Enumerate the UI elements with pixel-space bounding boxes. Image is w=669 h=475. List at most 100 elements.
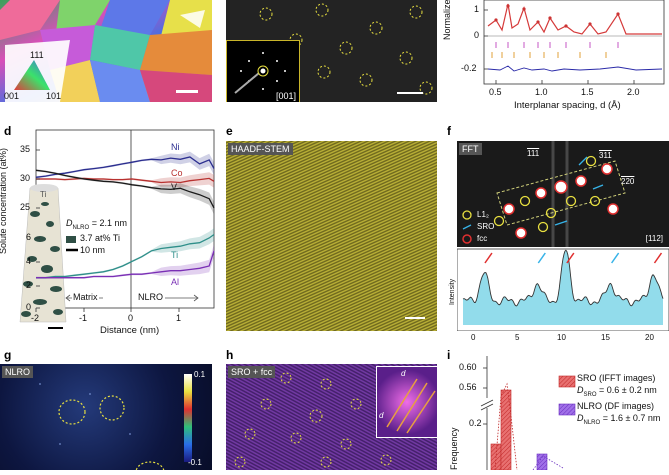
d-region-matrix: Matrix bbox=[72, 292, 99, 302]
f-legend-sro: SRO bbox=[477, 222, 495, 231]
fft-intensity-fill bbox=[463, 250, 663, 325]
saed-inset: [001] bbox=[226, 40, 300, 102]
g-image-label: NLRO bbox=[2, 366, 34, 378]
scale-bar bbox=[176, 90, 198, 93]
fft-peak-arrow bbox=[566, 252, 575, 264]
d-line-al bbox=[36, 250, 215, 279]
f-legend-fcc: fcc bbox=[477, 234, 488, 243]
f-xtick-15: 15 bbox=[601, 333, 610, 342]
h-inset-d2: d bbox=[379, 411, 384, 420]
fft-intensity-line bbox=[462, 249, 664, 307]
fft-line-box bbox=[496, 160, 626, 226]
f-xtick-0: 0 bbox=[471, 333, 476, 342]
c-xtick-3: 2.0 bbox=[627, 87, 640, 97]
d-series-label-ti: Ti bbox=[171, 250, 179, 260]
panel-h-sro-fcc-map: SRO + fcc d d bbox=[226, 364, 437, 470]
fft-image bbox=[456, 141, 669, 332]
panel-e-haadf-image: HAADF-STEM bbox=[226, 141, 437, 331]
saed-zone-axis: [001] bbox=[275, 91, 296, 101]
g-cbar-top: 0.1 bbox=[194, 370, 206, 379]
f-legend-l12: L1₂ bbox=[477, 210, 490, 219]
panel-letter-h: h bbox=[226, 348, 234, 362]
panel-c-diffraction-profile: Normalize 1 0 -0.2 0.5 1.0 1.5 2.0 Inter… bbox=[440, 0, 669, 118]
h-inset: d d bbox=[376, 366, 437, 438]
d-series-label-al: Al bbox=[171, 277, 180, 287]
f-xtick-20: 20 bbox=[645, 333, 654, 342]
d-ytick-30: 30 bbox=[20, 173, 31, 183]
i-histogram bbox=[480, 356, 576, 471]
h-sro-circles bbox=[234, 372, 392, 468]
g-nlro-circles bbox=[58, 395, 165, 470]
d-ytick-0: 0 bbox=[26, 302, 32, 312]
c-ytick-neg: -0.2 bbox=[461, 63, 477, 73]
apt-tip-inset bbox=[19, 184, 67, 329]
f-intensity-xticks: 0 5 10 15 20 bbox=[457, 333, 669, 345]
fft-sro-arrows bbox=[554, 156, 604, 226]
f-xtick-5: 5 bbox=[515, 333, 520, 342]
d-xlabel: Distance (nm) bbox=[100, 325, 160, 336]
profile-points bbox=[494, 4, 620, 28]
scale-bar-b bbox=[397, 92, 423, 94]
i-ylabel: Frequency bbox=[449, 427, 459, 470]
ipf-triangle bbox=[14, 60, 50, 90]
c-ytick-0: 0 bbox=[474, 30, 480, 40]
d-band-al bbox=[36, 244, 214, 279]
panel-b-dark-field: [001] bbox=[226, 0, 437, 102]
panel-letter-e: e bbox=[226, 124, 233, 138]
ebsd-grain-map bbox=[0, 0, 212, 102]
concentration-chart bbox=[19, 129, 215, 329]
fft-fcc-spots bbox=[503, 163, 619, 239]
f-intensity-ylabel: Intensity bbox=[449, 278, 456, 305]
d-ytick-4: 4 bbox=[26, 256, 32, 266]
panel-letter-g: g bbox=[4, 348, 12, 362]
d-xtick-m1: -1 bbox=[79, 313, 88, 323]
i-ytick-056: 0.56 bbox=[459, 382, 477, 392]
c-xtick-0: 0.5 bbox=[489, 87, 502, 97]
d-ylabel: Solute concentration (at%) bbox=[0, 147, 8, 254]
fft-peak-arrow bbox=[611, 252, 620, 264]
scale-bar-e bbox=[405, 317, 425, 319]
d-xtick-m2: -2 bbox=[31, 313, 40, 323]
f-zone-axis: [112] bbox=[645, 234, 663, 243]
d-inset-label-ti: Ti bbox=[40, 190, 47, 199]
panel-letter-i: i bbox=[447, 348, 451, 362]
panel-d-concentration-profile: Solute concentration (at%) 35 30 25 6 4 … bbox=[0, 124, 226, 342]
fft-peak-arrow bbox=[537, 252, 546, 264]
i-legend-sro-stat: DSRO = 0.6 ± 0.2 nm bbox=[577, 385, 657, 398]
i-legend-nlro-label: NLRO (DF images) bbox=[577, 401, 655, 411]
c-xlabel: Interplanar spacing, d (Å) bbox=[514, 100, 621, 111]
i-legend-sro-label: SRO (IFFT images) bbox=[577, 373, 656, 383]
d-series-label-v: V bbox=[171, 182, 178, 192]
f-spot-220: 220 bbox=[621, 177, 635, 186]
i-ytick-02: 0.2 bbox=[469, 418, 482, 428]
ipf-label-101: 101 bbox=[46, 91, 62, 101]
f-spot-111: 111 bbox=[527, 149, 540, 158]
fft-legend bbox=[462, 210, 472, 244]
panel-letter-d: d bbox=[4, 124, 12, 138]
c-xtick-1: 1.0 bbox=[535, 87, 548, 97]
d-series-label-ni: Ni bbox=[171, 142, 180, 152]
ipf-label-111: 111 bbox=[30, 50, 44, 60]
fft-peak-arrow bbox=[653, 252, 663, 264]
d-ytick-35: 35 bbox=[20, 144, 31, 154]
f-image-label: FFT bbox=[459, 143, 482, 155]
d-ytick-25: 25 bbox=[20, 202, 31, 212]
c-ytick-1: 1 bbox=[474, 4, 480, 14]
legend-iso-swatch bbox=[66, 236, 76, 243]
c-xtick-2: 1.5 bbox=[581, 87, 594, 97]
d-ticks bbox=[35, 149, 180, 312]
d-line-co bbox=[36, 177, 215, 184]
profile-plot bbox=[483, 0, 665, 85]
d-line-ni bbox=[35, 156, 215, 178]
panel-i-size-histogram: 0.60 0.56 0.2 Frequency SRO (IFFT images… bbox=[447, 356, 669, 471]
panel-a-ebsd-map: 111 001 101 bbox=[0, 0, 212, 102]
i-legend-sro-swatch bbox=[558, 375, 576, 388]
fft-l12-spots bbox=[493, 155, 601, 233]
panel-g-nlro-map: NLRO 0.1 -0.1 bbox=[0, 364, 212, 470]
d-xtick-1: 1 bbox=[176, 313, 182, 323]
d-region-nlro: NLRO bbox=[137, 292, 165, 302]
i-ytick-060: 0.60 bbox=[459, 362, 477, 372]
d-line-v bbox=[35, 169, 215, 209]
f-xtick-10: 10 bbox=[557, 333, 566, 342]
ipf-label-001: 001 bbox=[4, 91, 20, 101]
